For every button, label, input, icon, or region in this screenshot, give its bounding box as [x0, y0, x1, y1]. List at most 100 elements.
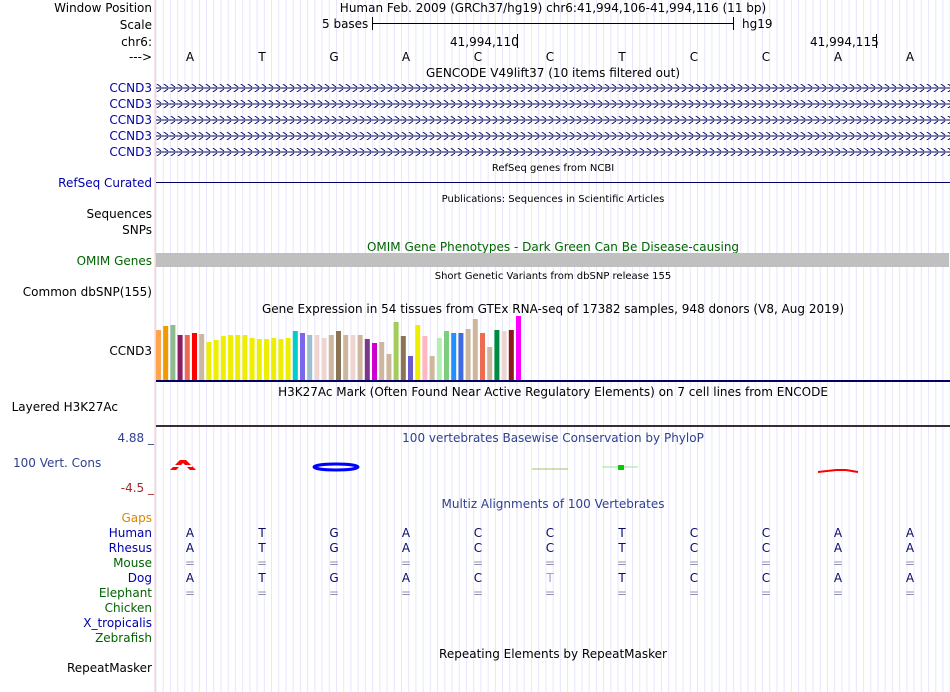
alignment-match-mark: =	[760, 586, 772, 600]
h3k27ac-signal-line[interactable]	[156, 425, 950, 427]
gtex-tissue-bar[interactable]	[516, 316, 521, 380]
gtex-expression-chart[interactable]	[156, 316, 950, 382]
gencode-transcript-line[interactable]	[156, 100, 950, 108]
species-label[interactable]: Chicken	[104, 601, 152, 615]
alignment-match-mark: =	[328, 556, 340, 570]
gtex-tissue-bar[interactable]	[444, 331, 449, 380]
gtex-tissue-bar[interactable]	[357, 335, 363, 380]
gaps-label[interactable]: Gaps	[121, 511, 152, 525]
gtex-tissue-bar[interactable]	[156, 330, 161, 380]
gtex-tissue-bar[interactable]	[480, 333, 485, 380]
species-label[interactable]: Human	[108, 526, 152, 540]
gtex-tissue-bar[interactable]	[184, 335, 190, 380]
gtex-tissue-bar[interactable]	[321, 338, 327, 380]
gtex-tissue-bar[interactable]	[400, 336, 406, 380]
gencode-gene-label[interactable]: CCND3	[109, 129, 152, 143]
gencode-gene-label[interactable]: CCND3	[109, 113, 152, 127]
omim-label[interactable]: OMIM Genes	[76, 254, 152, 268]
gencode-transcript-line[interactable]	[156, 116, 950, 124]
gtex-tissue-bar[interactable]	[501, 331, 507, 380]
gtex-tissue-bar[interactable]	[422, 336, 428, 380]
gencode-transcripts[interactable]	[156, 80, 950, 160]
gtex-tissue-bar[interactable]	[249, 338, 255, 380]
gtex-tissue-bar[interactable]	[206, 342, 212, 380]
snps-label[interactable]: SNPs	[122, 223, 152, 237]
gtex-tissue-bar[interactable]	[170, 325, 176, 380]
alignment-match-mark: =	[184, 586, 196, 600]
gtex-tissue-bar[interactable]	[458, 333, 464, 380]
gtex-tissue-bar[interactable]	[177, 335, 183, 380]
species-label[interactable]: X_tropicalis	[83, 616, 152, 630]
gtex-tissue-bar[interactable]	[213, 340, 219, 380]
alignment-base: T	[618, 526, 626, 540]
alignment-base: C	[761, 571, 771, 585]
gtex-tissue-bar[interactable]	[436, 338, 442, 380]
gtex-tissue-bar[interactable]	[292, 331, 298, 380]
gtex-tissue-bar[interactable]	[235, 335, 241, 380]
alignment-match-mark: =	[616, 556, 628, 570]
species-label[interactable]: Elephant	[98, 586, 152, 600]
scale-bar	[373, 23, 734, 24]
gtex-tissue-bar[interactable]	[220, 336, 226, 380]
gtex-track-title: Gene Expression in 54 tissues from GTEx …	[261, 302, 845, 316]
chrom-label: chr6:	[121, 35, 152, 49]
omim-bar[interactable]	[156, 253, 949, 267]
gtex-tissue-bar[interactable]	[314, 335, 320, 380]
gtex-tissue-bar[interactable]	[163, 326, 169, 380]
h3k27ac-label[interactable]: Layered H3K27Ac	[11, 400, 118, 414]
gencode-gene-label[interactable]: CCND3	[109, 81, 152, 95]
gtex-tissue-bar[interactable]	[408, 356, 413, 380]
gtex-tissue-bar[interactable]	[350, 335, 356, 380]
gtex-tissue-bar[interactable]	[242, 335, 248, 380]
gtex-tissue-bar[interactable]	[472, 319, 478, 380]
gtex-tissue-bar[interactable]	[271, 338, 277, 380]
alignment-base: C	[689, 541, 699, 555]
dbsnp-label[interactable]: Common dbSNP(155)	[22, 285, 152, 299]
gtex-tissue-bar[interactable]	[300, 333, 305, 380]
gtex-tissue-bar[interactable]	[285, 338, 291, 380]
gtex-tissue-bar[interactable]	[228, 335, 233, 380]
gtex-tissue-bar[interactable]	[451, 333, 457, 380]
gtex-tissue-bar[interactable]	[364, 339, 370, 380]
gtex-tissue-bar[interactable]	[343, 335, 349, 380]
gtex-tissue-bar[interactable]	[307, 335, 313, 380]
gtex-tissue-bar[interactable]	[199, 334, 205, 380]
species-label[interactable]: Zebrafish	[95, 631, 152, 645]
gtex-tissue-bar[interactable]	[487, 347, 493, 380]
alignment-base: G	[329, 526, 339, 540]
conservation-logo[interactable]	[156, 450, 950, 490]
gtex-tissue-bar[interactable]	[429, 356, 435, 380]
gencode-transcript-line[interactable]	[156, 148, 950, 156]
gtex-tissue-bar[interactable]	[465, 329, 471, 380]
gtex-tissue-bar[interactable]	[494, 330, 500, 380]
alignment-base: C	[545, 541, 555, 555]
gtex-tissue-bar[interactable]	[328, 335, 334, 380]
gtex-tissue-bar[interactable]	[336, 331, 341, 380]
refseq-label[interactable]: RefSeq Curated	[58, 176, 152, 190]
gtex-tissue-bar[interactable]	[508, 330, 514, 380]
species-label[interactable]: Dog	[127, 571, 152, 585]
conservation-label[interactable]: 100 Vert. Cons	[13, 456, 102, 470]
gtex-tissue-bar[interactable]	[379, 342, 385, 380]
refseq-gene-line[interactable]	[156, 182, 950, 183]
gtex-tissue-bar[interactable]	[386, 354, 392, 380]
sequences-label[interactable]: Sequences	[86, 207, 152, 221]
gencode-gene-label[interactable]: CCND3	[109, 145, 152, 159]
gtex-tissue-bar[interactable]	[415, 325, 421, 380]
gtex-tissue-bar[interactable]	[192, 333, 197, 380]
alignment-base: C	[473, 526, 483, 540]
species-label[interactable]: Rhesus	[108, 541, 152, 555]
gtex-gene-label[interactable]: CCND3	[109, 344, 152, 358]
repeatmasker-label[interactable]: RepeatMasker	[66, 661, 152, 675]
gencode-transcript-line[interactable]	[156, 84, 950, 92]
species-label[interactable]: Mouse	[113, 556, 152, 570]
gtex-tissue-bar[interactable]	[264, 339, 269, 380]
gencode-transcript-line[interactable]	[156, 132, 950, 140]
gencode-gene-label[interactable]: CCND3	[109, 97, 152, 111]
gtex-tissue-bar[interactable]	[278, 339, 284, 380]
reference-base: T	[258, 50, 266, 64]
gtex-tissue-bar[interactable]	[372, 343, 377, 380]
gtex-tissue-bar[interactable]	[256, 339, 262, 380]
gtex-tissue-bar[interactable]	[393, 322, 399, 380]
